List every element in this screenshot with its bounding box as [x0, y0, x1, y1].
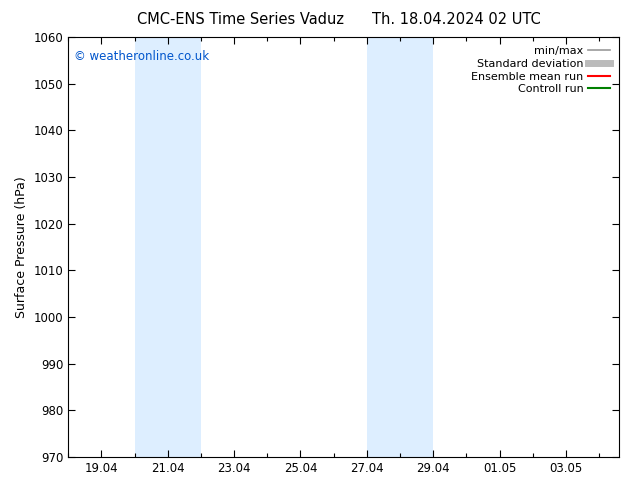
Text: Th. 18.04.2024 02 UTC: Th. 18.04.2024 02 UTC — [372, 12, 541, 27]
Text: CMC-ENS Time Series Vaduz: CMC-ENS Time Series Vaduz — [138, 12, 344, 27]
Text: © weatheronline.co.uk: © weatheronline.co.uk — [74, 50, 209, 63]
Legend: min/max, Standard deviation, Ensemble mean run, Controll run: min/max, Standard deviation, Ensemble me… — [468, 43, 614, 98]
Y-axis label: Surface Pressure (hPa): Surface Pressure (hPa) — [15, 176, 28, 318]
Bar — [367, 37, 433, 457]
Bar — [134, 37, 201, 457]
